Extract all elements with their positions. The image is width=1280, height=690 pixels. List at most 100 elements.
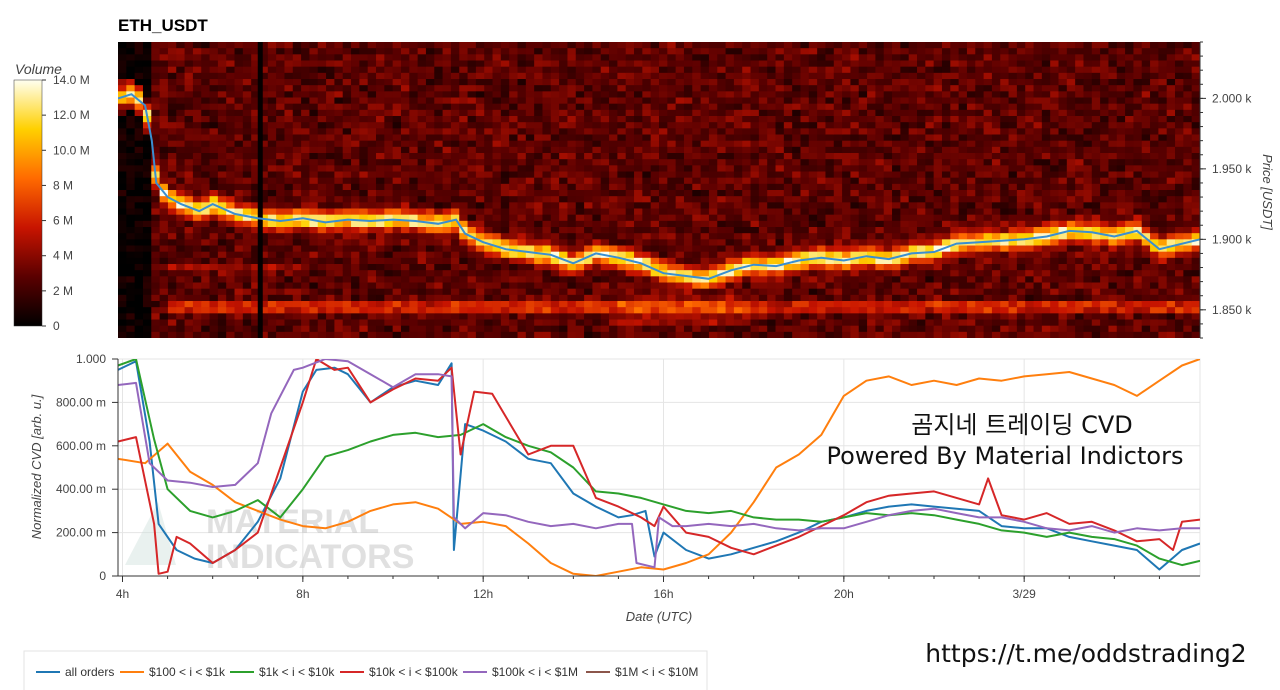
heatmap-cell [359,177,369,185]
heatmap-cell [808,227,818,234]
heatmap-cell [126,146,136,154]
heatmap-cell [484,208,493,216]
heatmap-cell [659,79,668,86]
heatmap-cell [217,325,227,333]
heatmap-cell [276,257,285,265]
heatmap-cell [475,109,485,117]
heatmap-cell [509,171,518,179]
heatmap-cell [376,282,385,290]
heatmap-cell [966,214,976,222]
heatmap-cell [292,128,302,135]
heatmap-cell [201,134,210,142]
heatmap-cell [767,42,776,49]
heatmap-cell [176,325,185,333]
heatmap-cell [692,270,702,277]
heatmap-cell [242,294,252,302]
heatmap-cell [917,331,926,338]
heatmap-cell [883,42,893,49]
heatmap-cell [167,307,177,314]
heatmap-cell [142,264,152,271]
heatmap-cell [417,109,427,117]
heatmap-cell [550,72,560,80]
heatmap-cell [567,220,577,228]
heatmap-cell [301,42,310,49]
heatmap-cell [675,159,685,166]
heatmap-cell [209,140,219,148]
heatmap-cell [559,171,568,179]
heatmap-cell [392,301,402,308]
heatmap-cell [567,171,577,179]
heatmap-cell [600,48,610,55]
heatmap-cell [192,128,202,135]
heatmap-cell [650,264,660,271]
heatmap-cell [900,109,910,117]
heatmap-cell [334,190,344,197]
heatmap-cell [201,109,210,117]
heatmap-cell [783,301,793,308]
heatmap-cell [700,103,710,111]
heatmap-cell [700,313,710,320]
heatmap-cell [850,159,860,166]
heatmap-cell [725,331,735,338]
heatmap-cell [775,325,785,333]
heatmap-cell [284,331,294,338]
heatmap-cell [634,72,643,80]
heatmap-cell [892,183,901,191]
heatmap-cell [234,196,244,203]
heatmap-cell [758,109,768,117]
heatmap-cell [475,122,485,129]
heatmap-cell [750,214,760,222]
heatmap-cell [725,116,735,123]
heatmap-cell [933,214,943,222]
heatmap-cell [650,202,660,209]
heatmap-cell [459,239,468,246]
heatmap-cell [625,276,635,283]
heatmap-cell [883,153,893,160]
heatmap-cell [833,251,843,259]
heatmap-cell [584,319,593,327]
heatmap-cell [317,270,327,277]
heatmap-cell [459,208,468,216]
heatmap-cell [850,79,860,86]
heatmap-cell [775,294,785,302]
heatmap-cell [500,307,510,314]
heatmap-cell [484,183,493,191]
heatmap-cell [600,313,610,320]
heatmap-cell [351,79,360,86]
heatmap-cell [609,325,618,333]
heatmap-cell [500,171,510,179]
heatmap-cell [151,196,161,203]
heatmap-cell [167,325,177,333]
heatmap-cell [617,288,627,296]
heatmap-cell [118,60,127,68]
heatmap-cell [209,183,219,191]
heatmap-cell [351,276,360,283]
heatmap-cell [118,128,127,135]
heatmap-cell [267,257,277,265]
heatmap-cell [933,159,943,166]
heatmap-cell [733,153,743,160]
heatmap-cell [800,140,810,148]
heatmap-cell [900,245,910,253]
heatmap-cell [683,103,693,111]
heatmap-cell [808,264,818,271]
heatmap-cell [817,270,826,277]
heatmap-cell [467,245,477,253]
heatmap-cell [908,220,918,228]
heatmap-cell [642,208,652,216]
heatmap-cell [958,66,968,74]
heatmap-cell [359,66,369,74]
heatmap-cell [692,171,702,179]
heatmap-cell [966,146,976,154]
heatmap-cell [683,319,693,327]
heatmap-cell [242,301,252,308]
heatmap-cell [359,301,369,308]
heatmap-cell [392,270,402,277]
heatmap-cell [783,146,793,154]
heatmap-cell [259,85,269,92]
heatmap-cell [958,146,968,154]
heatmap-cell [659,140,668,148]
heatmap-cell [342,190,352,197]
heatmap-cell [267,270,277,277]
heatmap-cell [867,79,876,86]
